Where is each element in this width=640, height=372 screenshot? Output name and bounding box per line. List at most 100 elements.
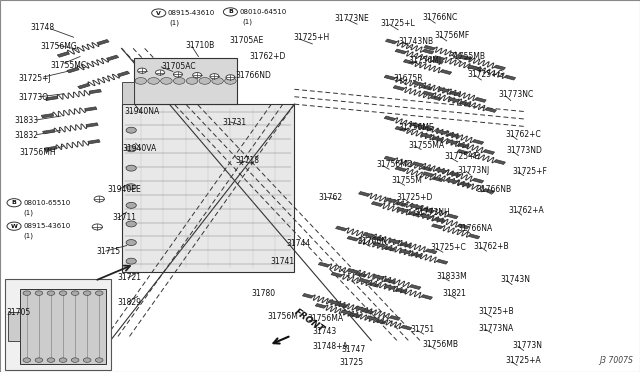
Text: (1): (1): [23, 233, 33, 240]
Polygon shape: [483, 150, 495, 154]
Polygon shape: [318, 262, 330, 267]
Polygon shape: [400, 243, 412, 247]
Polygon shape: [89, 89, 101, 94]
Polygon shape: [426, 249, 437, 254]
Circle shape: [212, 78, 223, 84]
Circle shape: [47, 291, 55, 295]
Text: 31725+E: 31725+E: [445, 153, 480, 161]
Circle shape: [148, 78, 159, 84]
Text: 31833: 31833: [14, 116, 38, 125]
Polygon shape: [84, 107, 97, 111]
Text: 31725+G: 31725+G: [467, 70, 504, 79]
Circle shape: [173, 78, 185, 84]
Polygon shape: [461, 55, 472, 60]
Polygon shape: [347, 269, 358, 273]
Polygon shape: [341, 310, 351, 315]
Text: 31773N: 31773N: [512, 341, 542, 350]
Text: 31762: 31762: [319, 193, 343, 202]
Polygon shape: [472, 178, 484, 183]
Circle shape: [152, 9, 166, 17]
Polygon shape: [358, 278, 370, 283]
Polygon shape: [395, 167, 406, 171]
Text: 31743NB: 31743NB: [398, 37, 433, 46]
Text: 31748: 31748: [31, 23, 55, 32]
Polygon shape: [396, 202, 407, 206]
Polygon shape: [424, 45, 435, 50]
Polygon shape: [316, 304, 326, 308]
Circle shape: [199, 78, 211, 84]
Polygon shape: [475, 97, 486, 102]
Text: 31762+B: 31762+B: [474, 242, 509, 251]
Polygon shape: [421, 295, 433, 299]
Polygon shape: [408, 212, 420, 217]
Polygon shape: [422, 208, 434, 213]
Polygon shape: [45, 146, 57, 151]
Circle shape: [7, 222, 21, 230]
Text: 31832: 31832: [14, 131, 38, 140]
Text: 31756ME: 31756ME: [398, 123, 434, 132]
Polygon shape: [97, 39, 109, 45]
Text: 08010-64510: 08010-64510: [239, 9, 287, 15]
Text: (1): (1): [242, 18, 252, 25]
Text: 31705: 31705: [6, 308, 31, 317]
Polygon shape: [420, 133, 432, 138]
Polygon shape: [395, 49, 406, 54]
Circle shape: [226, 75, 235, 80]
Polygon shape: [412, 162, 424, 167]
Polygon shape: [335, 226, 347, 231]
Circle shape: [23, 291, 31, 295]
Polygon shape: [397, 208, 408, 212]
Circle shape: [95, 358, 103, 362]
Text: 31755M: 31755M: [392, 176, 422, 185]
Text: 31756MH: 31756MH: [19, 148, 56, 157]
Polygon shape: [337, 303, 348, 308]
Circle shape: [7, 199, 21, 207]
Text: (1): (1): [23, 209, 33, 216]
Polygon shape: [384, 75, 396, 80]
Text: 31741: 31741: [270, 257, 294, 266]
Text: 31829: 31829: [117, 298, 141, 307]
Text: 31747: 31747: [341, 345, 365, 354]
Text: 31773NE: 31773NE: [334, 14, 369, 23]
Polygon shape: [358, 192, 370, 196]
Text: 31773Q: 31773Q: [18, 93, 48, 102]
Text: 31766ND: 31766ND: [236, 71, 271, 80]
Polygon shape: [421, 126, 433, 131]
Polygon shape: [430, 96, 442, 100]
Text: 31756MA: 31756MA: [307, 314, 343, 323]
Circle shape: [59, 358, 67, 362]
Circle shape: [71, 358, 79, 362]
Circle shape: [47, 358, 55, 362]
Polygon shape: [355, 306, 365, 311]
Circle shape: [186, 78, 198, 84]
Polygon shape: [46, 96, 58, 100]
Polygon shape: [458, 143, 469, 148]
Text: FRONT: FRONT: [292, 307, 326, 334]
Polygon shape: [396, 288, 407, 293]
Polygon shape: [494, 160, 506, 164]
Polygon shape: [42, 113, 54, 118]
Bar: [8, 312, 20, 341]
Text: 31725+J: 31725+J: [18, 74, 51, 83]
Polygon shape: [446, 140, 458, 144]
Circle shape: [35, 358, 43, 362]
Polygon shape: [385, 39, 397, 44]
Text: (1): (1): [170, 19, 180, 26]
Bar: [5, 279, 111, 370]
Polygon shape: [460, 182, 471, 187]
Circle shape: [126, 184, 136, 190]
Text: 31756MG: 31756MG: [40, 42, 77, 51]
Polygon shape: [401, 325, 412, 330]
Text: 31755MC: 31755MC: [50, 61, 86, 70]
Polygon shape: [58, 52, 70, 57]
Polygon shape: [411, 253, 422, 257]
Text: 31705AC: 31705AC: [161, 62, 196, 71]
Polygon shape: [372, 275, 384, 279]
Circle shape: [126, 165, 136, 171]
Text: 31773ND: 31773ND: [507, 146, 543, 155]
Circle shape: [92, 224, 102, 230]
Text: 31725: 31725: [339, 358, 364, 367]
Circle shape: [126, 127, 136, 133]
Polygon shape: [393, 86, 404, 90]
Circle shape: [35, 291, 43, 295]
